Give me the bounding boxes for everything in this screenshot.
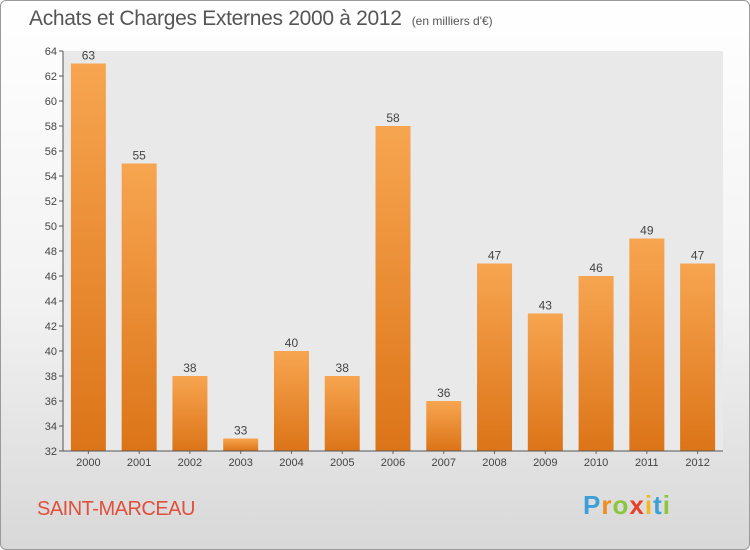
bar-2007 xyxy=(426,401,462,451)
x-tick-2009: 2009 xyxy=(533,457,557,469)
value-label-2004: 40 xyxy=(285,336,299,350)
y-tick-60: 60 xyxy=(45,96,57,108)
y-tick-54: 54 xyxy=(45,171,57,183)
y-tick-64: 64 xyxy=(45,46,57,58)
bar-2002 xyxy=(172,376,208,451)
logo-letter: r xyxy=(601,490,613,520)
x-tick-2008: 2008 xyxy=(482,457,506,469)
value-label-2007: 36 xyxy=(437,386,451,400)
proxiti-logo: Proxiti xyxy=(583,490,671,521)
x-tick-2001: 2001 xyxy=(127,457,151,469)
value-label-2006: 58 xyxy=(386,111,400,125)
chart-title-text: Achats et Charges Externes 2000 à 2012 xyxy=(29,7,402,30)
value-label-2011: 49 xyxy=(640,224,654,238)
logo-letter: i xyxy=(644,490,654,520)
x-tick-2006: 2006 xyxy=(381,457,405,469)
value-label-2002: 38 xyxy=(183,361,197,375)
value-label-2000: 63 xyxy=(82,49,96,63)
y-tick-52: 52 xyxy=(45,196,57,208)
bar-2004 xyxy=(273,351,309,451)
y-tick-44: 44 xyxy=(45,296,57,308)
y-tick-38: 38 xyxy=(45,371,57,383)
value-label-2008: 47 xyxy=(488,249,502,263)
bar-2010 xyxy=(578,276,614,451)
bar-2006 xyxy=(375,126,411,451)
logo-letter: P xyxy=(583,490,602,520)
x-tick-2007: 2007 xyxy=(432,457,456,469)
logo-letter: i xyxy=(662,490,671,520)
y-tick-62: 62 xyxy=(45,71,57,83)
x-tick-2004: 2004 xyxy=(279,457,303,469)
bar-2012 xyxy=(680,263,716,451)
y-tick-40: 40 xyxy=(45,346,57,358)
y-tick-32: 32 xyxy=(45,446,57,458)
x-tick-2011: 2011 xyxy=(635,457,659,469)
value-label-2012: 47 xyxy=(691,249,705,263)
bar-2000 xyxy=(70,63,106,451)
x-tick-2000: 2000 xyxy=(76,457,100,469)
value-label-2010: 46 xyxy=(589,261,603,275)
chart-subtitle: (en milliers d'€) xyxy=(411,14,493,28)
logo-letter: x xyxy=(629,490,645,520)
value-label-2001: 55 xyxy=(132,149,146,163)
x-tick-2012: 2012 xyxy=(685,457,709,469)
y-tick-46: 46 xyxy=(45,271,57,283)
y-tick-34: 34 xyxy=(45,421,57,433)
value-label-2005: 38 xyxy=(336,361,350,375)
y-tick-42: 42 xyxy=(45,321,57,333)
logo-letter: o xyxy=(612,490,630,520)
y-tick-48: 48 xyxy=(45,246,57,258)
logo-letter: t xyxy=(653,490,663,520)
bar-2011 xyxy=(629,238,665,451)
x-tick-2005: 2005 xyxy=(330,457,354,469)
chart-title: Achats et Charges Externes 2000 à 2012 (e… xyxy=(29,7,493,31)
x-tick-2010: 2010 xyxy=(584,457,608,469)
y-tick-50: 50 xyxy=(45,221,57,233)
commune-name: SAINT-MARCEAU xyxy=(37,498,195,520)
x-tick-2003: 2003 xyxy=(228,457,252,469)
y-tick-56: 56 xyxy=(45,146,57,158)
y-tick-36: 36 xyxy=(45,396,57,408)
bar-2001 xyxy=(121,163,157,451)
x-tick-2002: 2002 xyxy=(178,457,202,469)
bar-2003 xyxy=(223,438,259,451)
value-label-2003: 33 xyxy=(234,424,248,438)
value-label-2009: 43 xyxy=(539,299,553,313)
bar-2005 xyxy=(324,376,360,451)
y-tick-58: 58 xyxy=(45,121,57,133)
bar-2008 xyxy=(477,263,513,451)
bar-2009 xyxy=(527,313,563,451)
